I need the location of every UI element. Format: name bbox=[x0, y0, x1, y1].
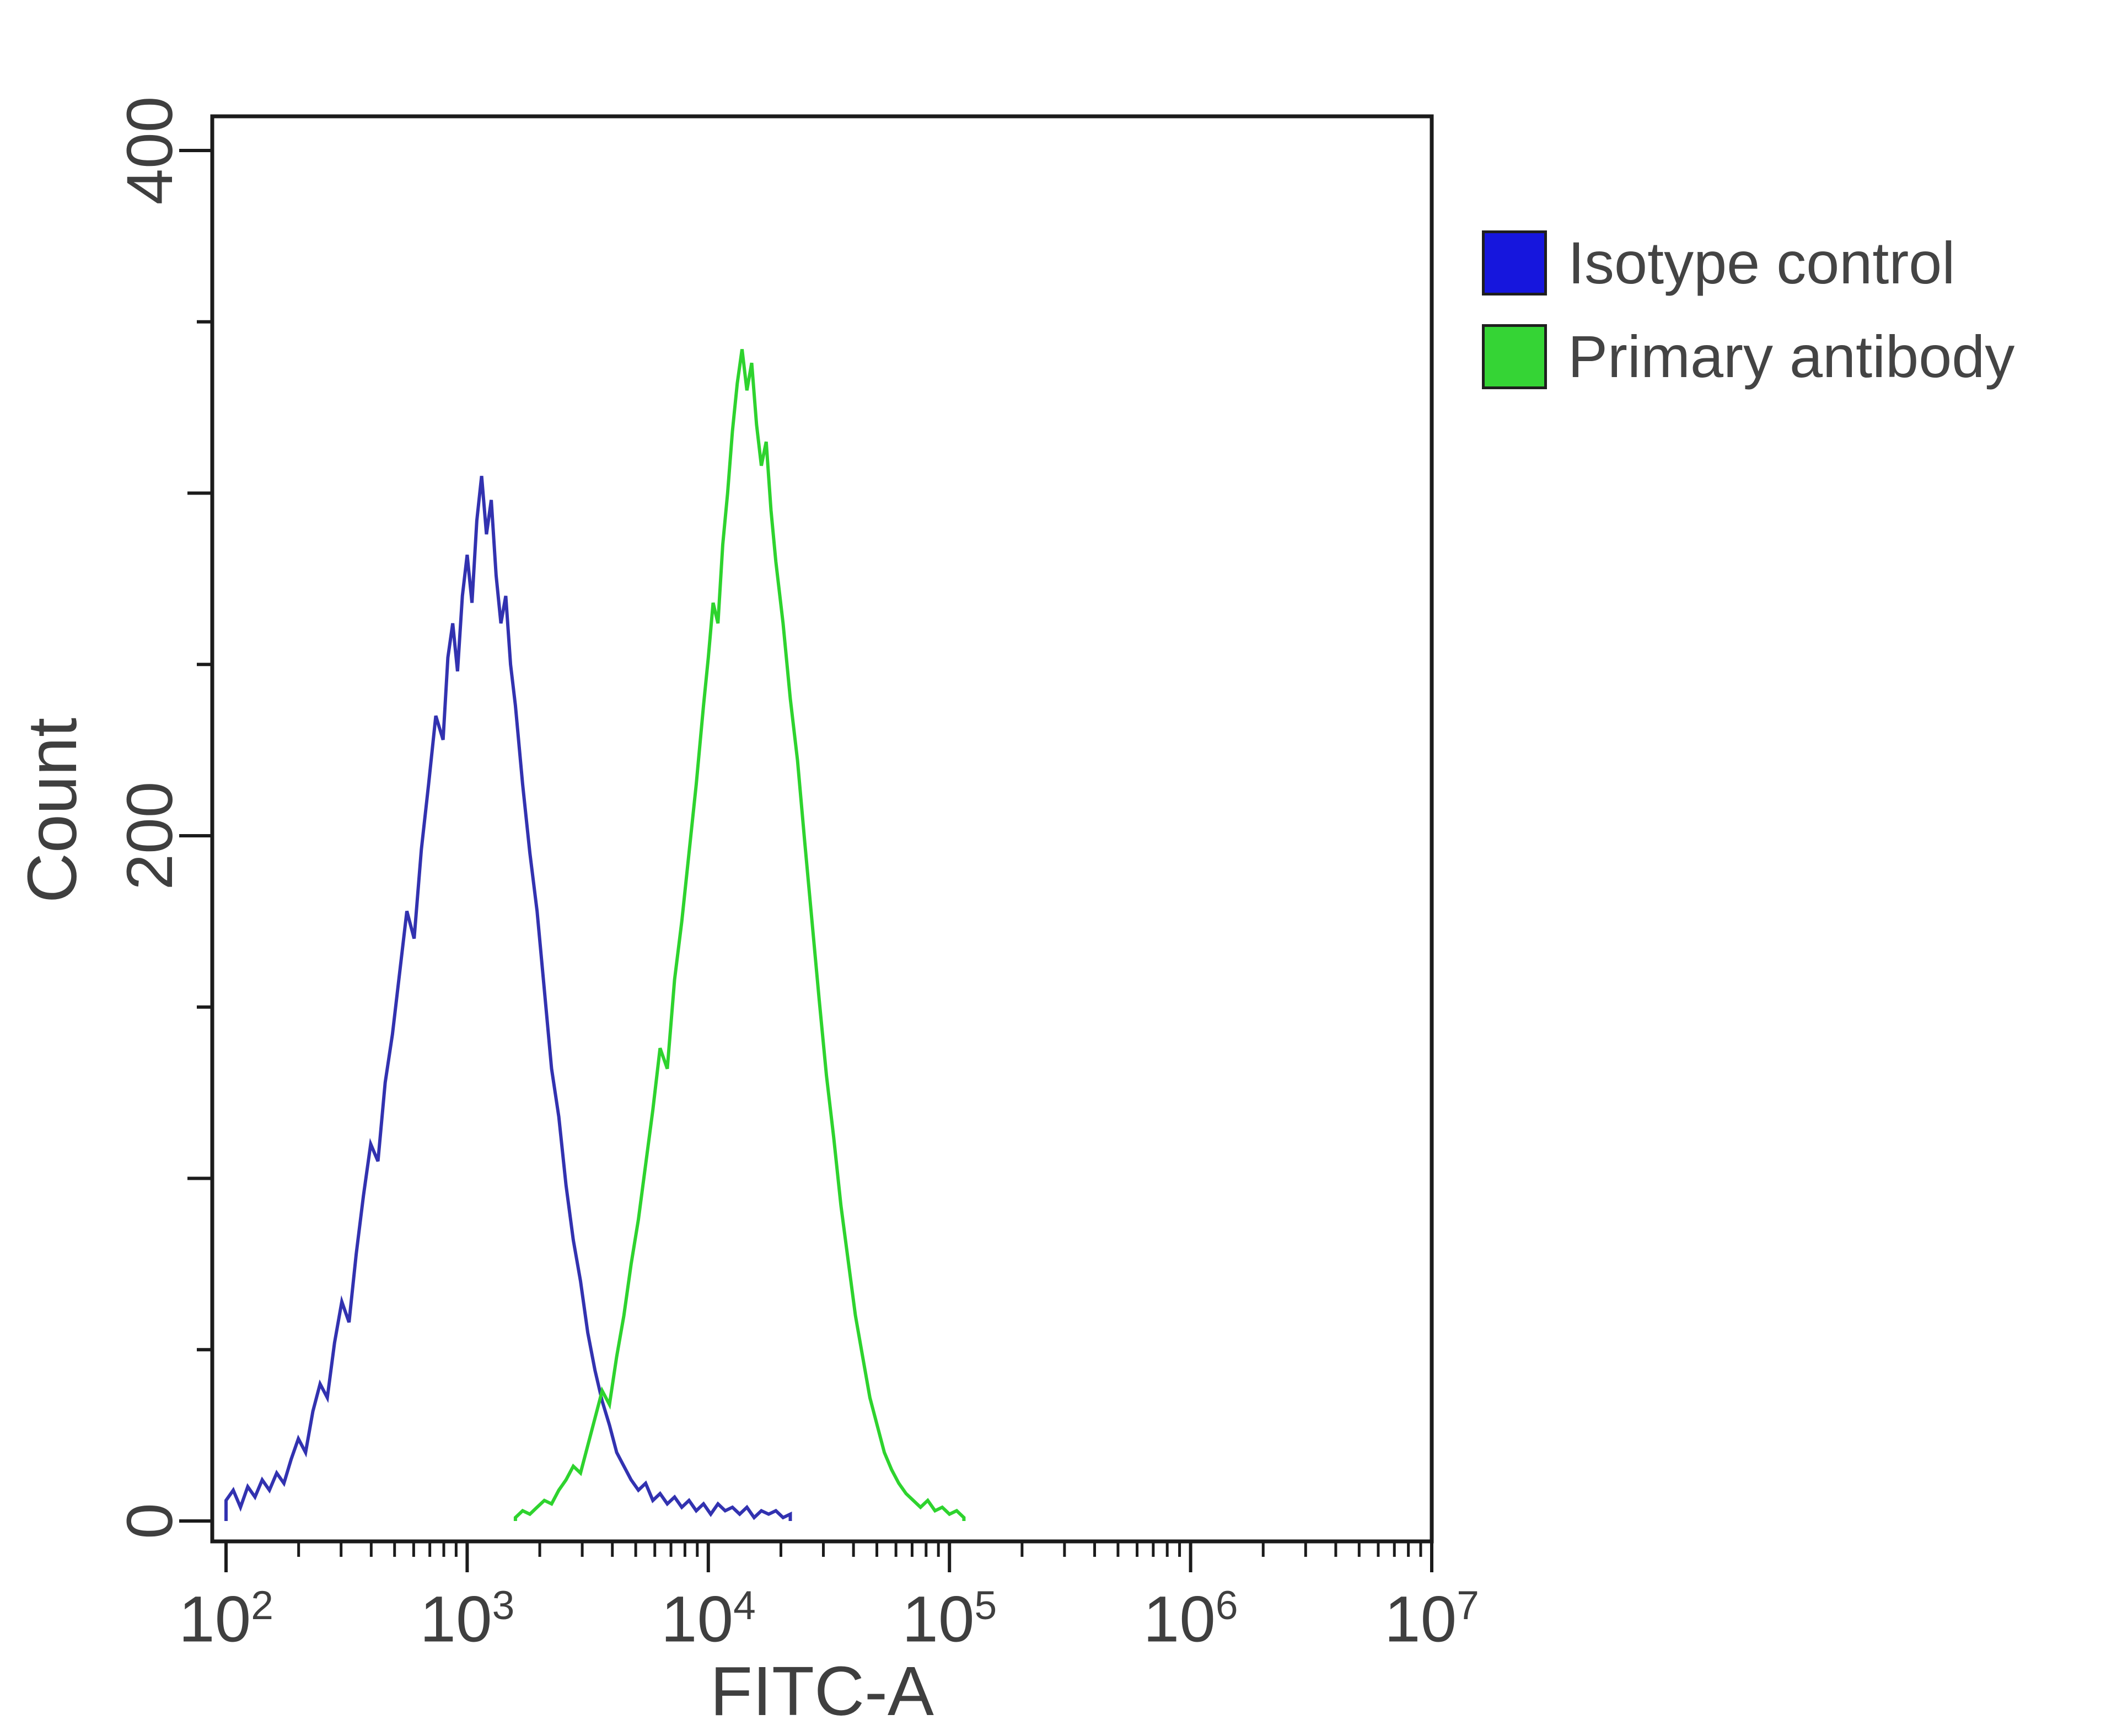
legend-item-primary-antibody: Primary antibody bbox=[1482, 324, 2014, 389]
legend-label-primary-antibody: Primary antibody bbox=[1568, 323, 2015, 390]
primary-antibody-color-swatch-icon bbox=[1482, 324, 1547, 389]
legend-label-isotype-control: Isotype control bbox=[1568, 229, 1955, 296]
legend: Isotype control Primary antibody bbox=[1482, 230, 2014, 389]
isotype-control-color-swatch-icon bbox=[1482, 230, 1547, 295]
legend-item-isotype-control: Isotype control bbox=[1482, 230, 2014, 295]
